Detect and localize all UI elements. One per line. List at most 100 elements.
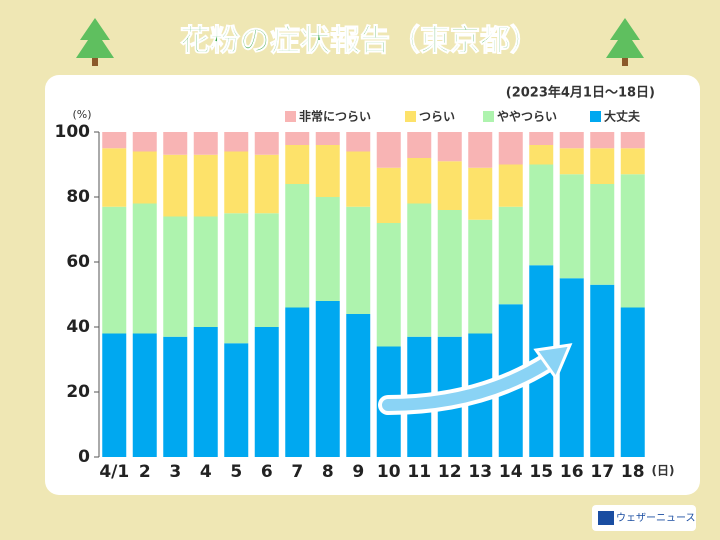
bar-segment bbox=[498, 206, 523, 305]
bar-segment bbox=[346, 132, 371, 152]
bar-segment bbox=[193, 327, 218, 457]
bar-segment bbox=[468, 132, 493, 168]
x-tick-label: 18 bbox=[621, 462, 645, 482]
bar-segment bbox=[224, 343, 249, 457]
x-tick-label: 14 bbox=[499, 462, 523, 482]
bar-segment bbox=[590, 132, 615, 149]
x-tick-label: 2 bbox=[139, 462, 151, 482]
x-tick-label: 8 bbox=[322, 462, 334, 482]
bar-segment bbox=[285, 184, 310, 308]
x-tick-label: 4/1 bbox=[99, 462, 129, 482]
x-tick-label: 10 bbox=[377, 462, 401, 482]
bar-segment bbox=[285, 307, 310, 457]
bar-segment bbox=[590, 148, 615, 184]
bar-segment bbox=[590, 184, 615, 285]
legend-label: 非常につらい bbox=[299, 109, 371, 124]
bar-segment bbox=[102, 206, 127, 334]
bar-segment bbox=[193, 216, 218, 327]
bar-segment bbox=[437, 161, 462, 210]
bar-segment bbox=[315, 197, 340, 301]
bar-segment bbox=[315, 132, 340, 145]
bar-segment bbox=[254, 327, 279, 457]
bar-segment bbox=[559, 132, 584, 149]
legend-label: つらい bbox=[419, 110, 455, 124]
x-tick-label: 4 bbox=[200, 462, 212, 482]
brand-text: ウェザーニュース bbox=[616, 512, 696, 524]
bar-segment bbox=[163, 336, 188, 457]
bar-segment bbox=[559, 278, 584, 457]
bar-segment bbox=[620, 174, 645, 308]
legend-swatch bbox=[483, 111, 494, 122]
brand-logo: ウェザーニュース bbox=[592, 505, 696, 531]
x-tick-label: 11 bbox=[407, 462, 431, 482]
bar-segment bbox=[620, 307, 645, 457]
bar-segment bbox=[132, 333, 157, 457]
legend-swatch bbox=[405, 111, 416, 122]
y-axis-label: (%) bbox=[72, 108, 91, 121]
x-tick-label: 17 bbox=[590, 462, 614, 482]
bar-segment bbox=[559, 174, 584, 279]
bar-segment bbox=[529, 145, 554, 165]
bar-segment bbox=[193, 154, 218, 217]
bar-segment bbox=[437, 132, 462, 162]
bar-segment bbox=[224, 132, 249, 152]
y-tick-label: 40 bbox=[66, 317, 90, 337]
bar-segment bbox=[285, 145, 310, 184]
chart-title: 花粉の症状報告（東京都） bbox=[180, 24, 540, 59]
x-tick-label: 15 bbox=[529, 462, 553, 482]
bar-segment bbox=[315, 145, 340, 197]
bar-segment bbox=[498, 132, 523, 165]
bar-segment bbox=[529, 164, 554, 266]
bar-segment bbox=[254, 213, 279, 327]
legend-swatch bbox=[590, 111, 601, 122]
bar-segment bbox=[193, 132, 218, 155]
bar-segment bbox=[346, 206, 371, 314]
subtitle: (2023年4月1日〜18日) bbox=[506, 85, 655, 101]
bar-segment bbox=[102, 333, 127, 457]
legend-swatch bbox=[285, 111, 296, 122]
trend-arrow bbox=[382, 356, 554, 411]
bar-segment bbox=[285, 132, 310, 145]
bar-segment bbox=[346, 151, 371, 207]
bar-segment bbox=[376, 223, 401, 347]
bar-segment bbox=[407, 132, 432, 158]
bar-segment bbox=[559, 148, 584, 175]
bar-segment bbox=[468, 167, 493, 220]
bar-segment bbox=[315, 301, 340, 457]
x-tick-label: 6 bbox=[261, 462, 273, 482]
tree-right bbox=[606, 18, 644, 66]
x-tick-label: 3 bbox=[169, 462, 181, 482]
legend-label: 大丈夫 bbox=[604, 109, 641, 124]
y-tick-label: 60 bbox=[66, 252, 90, 272]
bar-segment bbox=[102, 148, 127, 207]
x-tick-label: 16 bbox=[560, 462, 584, 482]
bar-segment bbox=[590, 284, 615, 457]
bar-segment bbox=[407, 203, 432, 337]
trend-arrow-head bbox=[533, 343, 573, 382]
bar-segment bbox=[224, 151, 249, 214]
x-tick-label: 7 bbox=[291, 462, 303, 482]
x-tick-label: 12 bbox=[438, 462, 462, 482]
bar-segment bbox=[437, 210, 462, 337]
bar-segment bbox=[102, 132, 127, 149]
y-tick-label: 20 bbox=[66, 382, 90, 402]
bar-segment bbox=[163, 154, 188, 217]
bar-segment bbox=[620, 148, 645, 175]
bar-segment bbox=[468, 219, 493, 334]
bar-segment bbox=[254, 132, 279, 155]
x-axis-label: (日) bbox=[652, 464, 675, 478]
x-tick-label: 9 bbox=[352, 462, 364, 482]
bar-segment bbox=[498, 164, 523, 207]
bar-segment bbox=[254, 154, 279, 214]
x-tick-label: 13 bbox=[468, 462, 492, 482]
bar-segment bbox=[163, 216, 188, 337]
y-tick-label: 100 bbox=[55, 122, 91, 142]
bar-segment bbox=[163, 132, 188, 155]
bar-segment bbox=[224, 213, 249, 344]
legend-label: ややつらい bbox=[497, 110, 557, 124]
bar-segment bbox=[132, 203, 157, 334]
tree-left bbox=[76, 18, 114, 66]
bar-segment bbox=[620, 132, 645, 149]
bar-segment bbox=[346, 314, 371, 457]
